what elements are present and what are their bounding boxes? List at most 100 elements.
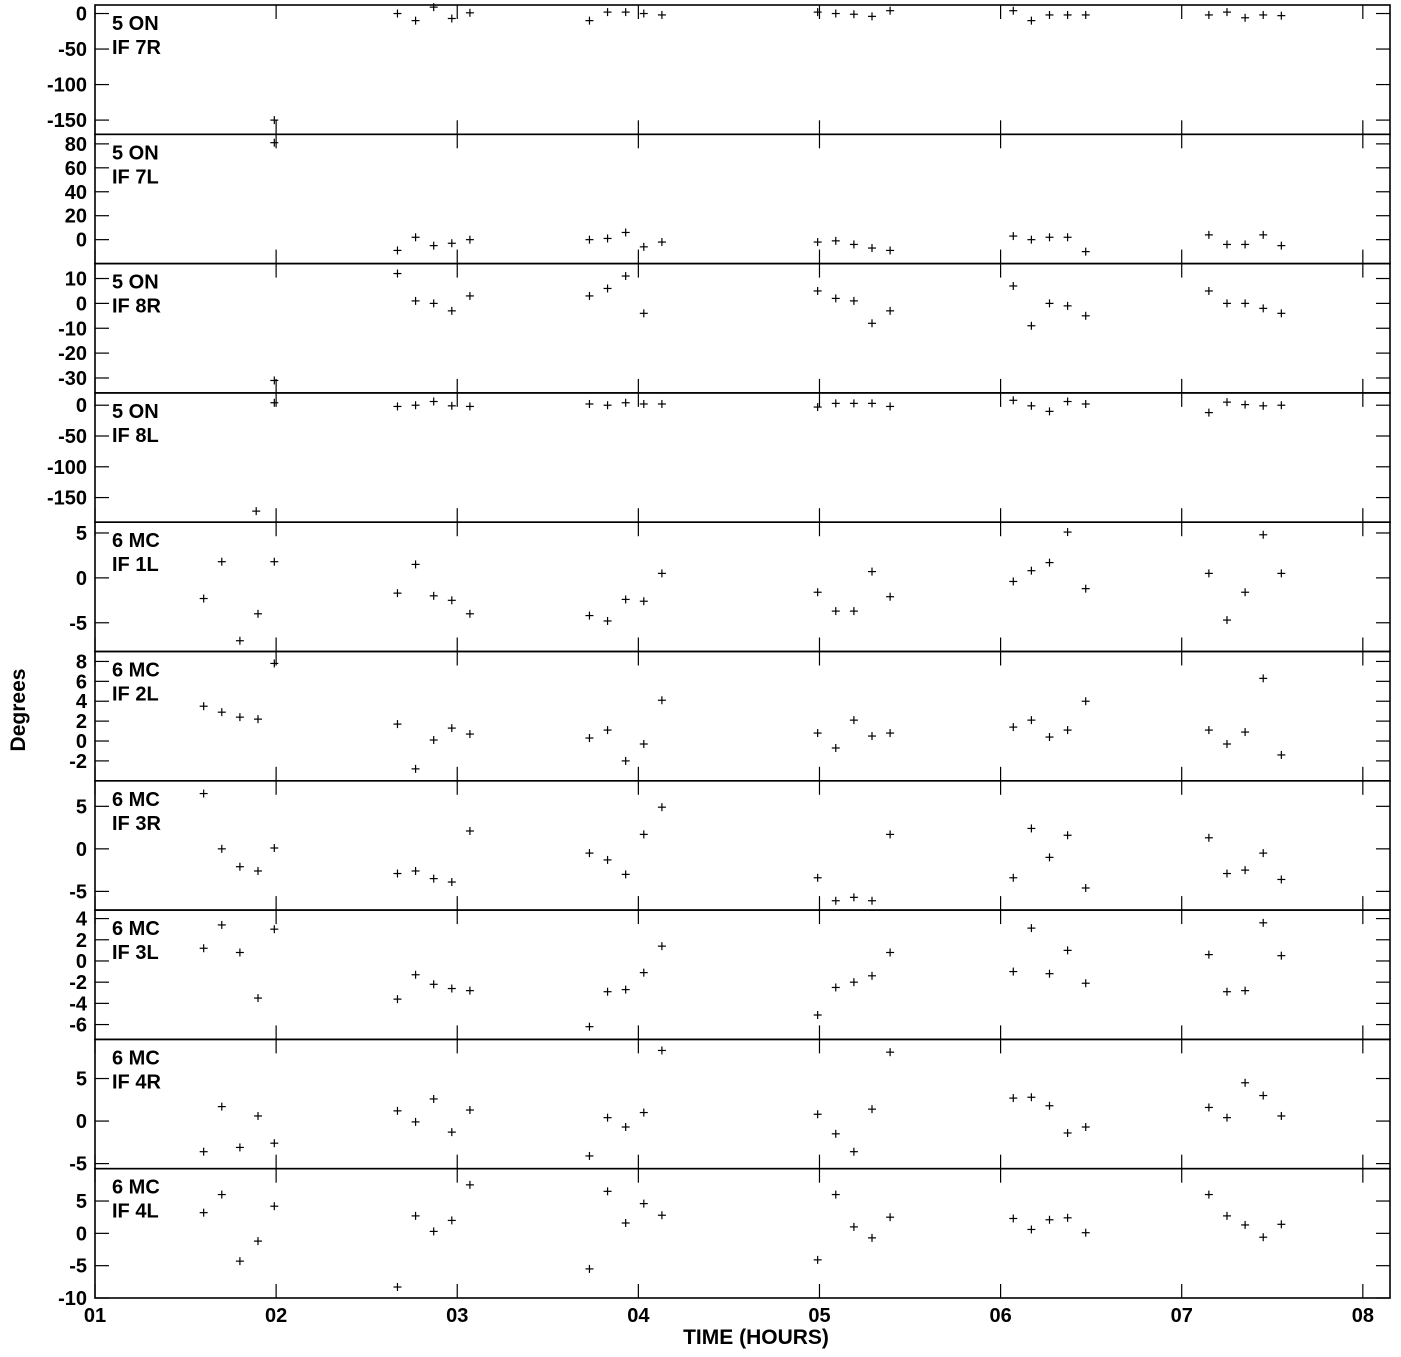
- data-point: [465, 609, 474, 618]
- data-point: [849, 399, 858, 408]
- data-point: [603, 1187, 612, 1196]
- data-point: [465, 826, 474, 835]
- data-point: [1259, 10, 1268, 19]
- y-tick-label: -50: [58, 426, 87, 448]
- data-point: [270, 1139, 279, 1148]
- data-point: [429, 3, 438, 12]
- y-tick-label: -5: [69, 881, 87, 903]
- data-point: [411, 16, 420, 25]
- data-point: [831, 1190, 840, 1199]
- data-point: [1045, 1215, 1054, 1224]
- y-tick-label: -5: [69, 1256, 87, 1278]
- data-point: [1259, 918, 1268, 927]
- data-point: [621, 595, 630, 604]
- data-point: [217, 1102, 226, 1111]
- data-point: [831, 983, 840, 992]
- data-point: [603, 284, 612, 293]
- data-point: [1204, 10, 1213, 19]
- data-point: [1277, 1111, 1286, 1120]
- data-point: [813, 588, 822, 597]
- data-point: [1259, 674, 1268, 683]
- data-point: [1027, 716, 1036, 725]
- data-point: [1063, 528, 1072, 537]
- y-tick-label: 0: [76, 293, 87, 315]
- data-point: [1259, 230, 1268, 239]
- data-point: [1241, 986, 1250, 995]
- data-point: [270, 844, 279, 853]
- y-tick-label: 10: [65, 269, 87, 291]
- data-point: [429, 397, 438, 406]
- data-point: [886, 1048, 895, 1057]
- data-point: [1045, 558, 1054, 567]
- data-point: [1277, 1220, 1286, 1229]
- data-point: [1063, 397, 1072, 406]
- data-point: [1081, 399, 1090, 408]
- data-point: [603, 8, 612, 17]
- data-point: [1241, 240, 1250, 249]
- panel-frame: [94, 133, 1391, 265]
- y-tick-label: 0: [76, 731, 87, 753]
- data-point: [1063, 301, 1072, 310]
- data-point: [585, 16, 594, 25]
- data-point: [1081, 311, 1090, 320]
- data-point: [1277, 241, 1286, 250]
- data-point: [199, 944, 208, 953]
- data-point: [868, 399, 876, 408]
- y-tick-label: 4: [76, 909, 88, 931]
- data-point: [831, 607, 840, 616]
- data-point: [199, 789, 208, 798]
- data-point: [1204, 408, 1213, 417]
- y-tick-label: -5: [69, 613, 87, 635]
- y-tick-label: 0: [76, 1223, 87, 1245]
- data-point: [217, 557, 226, 566]
- data-point: [1009, 1214, 1018, 1223]
- panel-source-label: 5 ON: [112, 272, 159, 294]
- data-point: [1204, 833, 1213, 842]
- data-point: [1063, 831, 1072, 840]
- data-point: [1045, 233, 1054, 242]
- data-point: [1045, 10, 1054, 19]
- y-axis-title: Degrees: [7, 669, 30, 752]
- x-tick-label: 01: [84, 1305, 106, 1327]
- data-point: [639, 597, 648, 606]
- y-tick-label: -10: [58, 1288, 87, 1310]
- data-point: [411, 1117, 420, 1126]
- data-point: [657, 1211, 666, 1220]
- data-point: [639, 830, 648, 839]
- data-point: [235, 713, 244, 722]
- data-point: [585, 1264, 594, 1273]
- data-point: [411, 560, 420, 569]
- data-point: [393, 246, 402, 255]
- y-tick-label: 2: [76, 930, 87, 952]
- data-point: [868, 896, 876, 905]
- y-tick-label: 0: [76, 395, 87, 417]
- panel-frame: [94, 650, 1391, 782]
- y-tick-label: -30: [58, 368, 87, 390]
- data-point: [1204, 569, 1213, 578]
- data-point: [254, 715, 263, 724]
- data-point: [1277, 875, 1286, 884]
- data-point: [868, 567, 876, 576]
- data-point: [1045, 407, 1054, 416]
- data-point: [585, 611, 594, 620]
- data-point: [217, 920, 226, 929]
- data-point: [1027, 16, 1036, 25]
- x-axis: 01 02 03 04 05 06 07 08: [84, 1305, 1374, 1327]
- data-point: [393, 720, 402, 729]
- y-tick-label: 20: [65, 206, 87, 228]
- y-tick-label: 60: [65, 158, 87, 180]
- x-tick-label: 08: [1352, 1305, 1374, 1327]
- data-point: [199, 1208, 208, 1217]
- data-point: [831, 896, 840, 905]
- y-tick-label: 40: [65, 182, 87, 204]
- data-point: [831, 294, 840, 303]
- data-point: [1259, 1091, 1268, 1100]
- data-point: [1241, 400, 1250, 409]
- data-point: [868, 12, 876, 21]
- data-point: [217, 1190, 226, 1199]
- data-point: [621, 985, 630, 994]
